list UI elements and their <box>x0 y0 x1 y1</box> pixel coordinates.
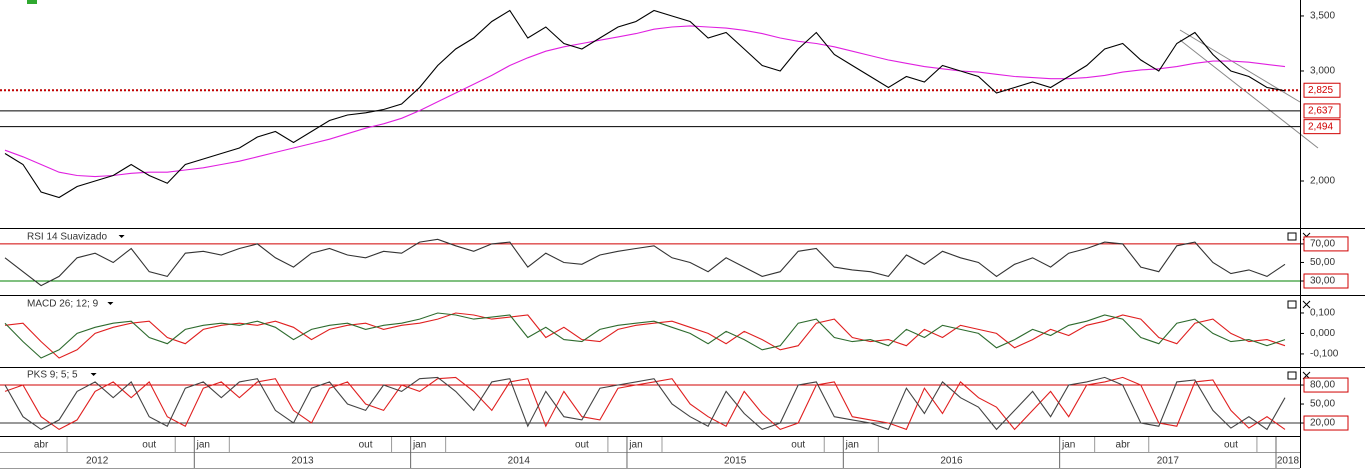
month-label: out <box>791 440 805 451</box>
level-label-box <box>1303 82 1341 98</box>
series-line <box>4 376 1286 431</box>
y-tick-label: 3,000 <box>1310 66 1335 77</box>
title-menu-arrow <box>118 235 125 238</box>
y-tick-label: 0,000 <box>1310 328 1335 339</box>
close-button[interactable] <box>1302 300 1311 309</box>
panel-title: RSI 14 Suavizado <box>27 232 107 243</box>
series-line <box>4 312 1286 359</box>
year-label: 2017 <box>1157 456 1180 467</box>
level-label-box <box>1303 103 1341 119</box>
tick-label-box <box>1303 236 1349 252</box>
level-label: 2,494 <box>1308 121 1333 132</box>
series-line <box>4 238 1286 287</box>
month-label: jan <box>412 440 426 451</box>
year-label: 2013 <box>291 456 314 467</box>
month-label: abr <box>1116 440 1131 451</box>
y-tick-label: 20,00 <box>1310 418 1335 429</box>
year-label: 2012 <box>86 456 109 467</box>
y-tick-label: 0,100 <box>1310 308 1335 319</box>
level-label: 2,825 <box>1308 85 1333 96</box>
month-label: jan <box>845 440 859 451</box>
year-label: 2014 <box>508 456 531 467</box>
tick-label-box <box>1303 415 1349 431</box>
tick-label-box <box>1303 377 1349 393</box>
series-line <box>4 25 1286 178</box>
year-label: 2018 <box>1277 456 1300 467</box>
y-tick-label: 30,00 <box>1310 276 1335 287</box>
y-tick-label: 2,000 <box>1310 176 1335 187</box>
maximize-button[interactable] <box>1287 300 1297 309</box>
month-label: out <box>359 440 373 451</box>
maximize-button[interactable] <box>1287 232 1297 241</box>
month-label: out <box>575 440 589 451</box>
title-menu-arrow <box>90 373 97 376</box>
maximize-button[interactable] <box>1287 371 1297 380</box>
y-tick-label: 80,00 <box>1310 380 1335 391</box>
month-label: jan <box>628 440 642 451</box>
year-label: 2016 <box>940 456 963 467</box>
y-tick-label: 50,00 <box>1310 399 1335 410</box>
y-tick-label: 3,500 <box>1310 11 1335 22</box>
y-tick-label: 70,00 <box>1310 239 1335 250</box>
month-label: abr <box>34 440 49 451</box>
y-tick-label: -0,100 <box>1310 349 1339 360</box>
month-label: jan <box>196 440 210 451</box>
trend-line <box>1179 39 1319 149</box>
level-label: 2,637 <box>1308 106 1333 117</box>
month-label: jan <box>1061 440 1075 451</box>
tick-label-box <box>1303 273 1349 289</box>
series-line <box>4 312 1286 359</box>
month-label: out <box>142 440 156 451</box>
month-label: out <box>1224 440 1238 451</box>
panel-title: PKS 9; 5; 5 <box>27 370 78 381</box>
y-tick-label: 50,00 <box>1310 257 1335 268</box>
panel-title: MACD 26; 12; 9 <box>27 299 99 310</box>
year-label: 2015 <box>724 456 747 467</box>
series-line <box>4 9 1286 199</box>
indicator-icon <box>27 0 37 4</box>
series-line <box>4 376 1286 431</box>
title-menu-arrow <box>107 302 114 305</box>
level-label-box <box>1303 119 1341 135</box>
